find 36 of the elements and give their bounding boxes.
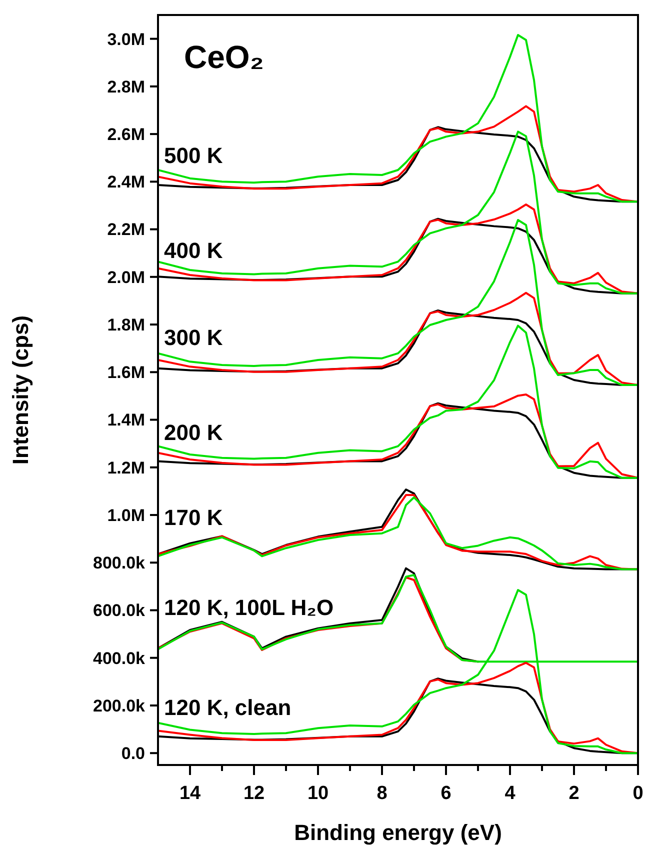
- x-tick-label: 14: [179, 783, 201, 804]
- x-tick-label: 4: [504, 783, 516, 804]
- annotation: 200 K: [164, 420, 223, 445]
- y-tick-label: 600.0k: [93, 601, 146, 620]
- y-tick-label: 2.0M: [107, 268, 145, 287]
- y-tick-label: 200.0k: [93, 696, 146, 716]
- line-series: [158, 324, 638, 479]
- annotation: 500 K: [164, 143, 223, 168]
- x-tick-label: 6: [440, 783, 452, 804]
- y-tick-label: 2.4M: [107, 172, 145, 192]
- y-tick-label: 2.8M: [107, 77, 145, 96]
- y-tick-label: 0.0: [121, 744, 145, 764]
- x-tick-label: 10: [307, 783, 329, 804]
- y-tick-label: 1.0M: [107, 506, 145, 525]
- y-tick-label: 1.8M: [107, 315, 145, 334]
- x-axis-title: Binding energy (eV): [294, 820, 502, 845]
- annotation: 170 K: [164, 505, 223, 530]
- y-tick-label: 1.6M: [107, 363, 145, 382]
- y-tick-label: 2.6M: [107, 125, 145, 144]
- y-axis-title: Intensity (cps): [8, 315, 33, 465]
- x-tick-label: 8: [376, 783, 388, 804]
- x-tick-label: 12: [243, 783, 265, 804]
- y-tick-label: 1.2M: [107, 458, 145, 478]
- x-tick-label: 0: [632, 783, 644, 804]
- x-tick-label: 2: [568, 783, 580, 804]
- line-series: [158, 662, 638, 754]
- y-tick-label: 400.0k: [93, 648, 146, 668]
- y-tick-label: 2.2M: [107, 220, 145, 240]
- y-tick-label: 800.0k: [93, 554, 146, 573]
- annotation: CeO₂: [184, 39, 264, 75]
- annotation: 300 K: [164, 325, 223, 350]
- annotation: 400 K: [164, 238, 223, 263]
- y-tick-label: 1.4M: [107, 410, 145, 430]
- annotation: 120 K, clean: [164, 695, 292, 720]
- annotation: 120 K, 100L H₂O: [164, 595, 334, 620]
- y-tick-label: 3.0M: [107, 30, 145, 49]
